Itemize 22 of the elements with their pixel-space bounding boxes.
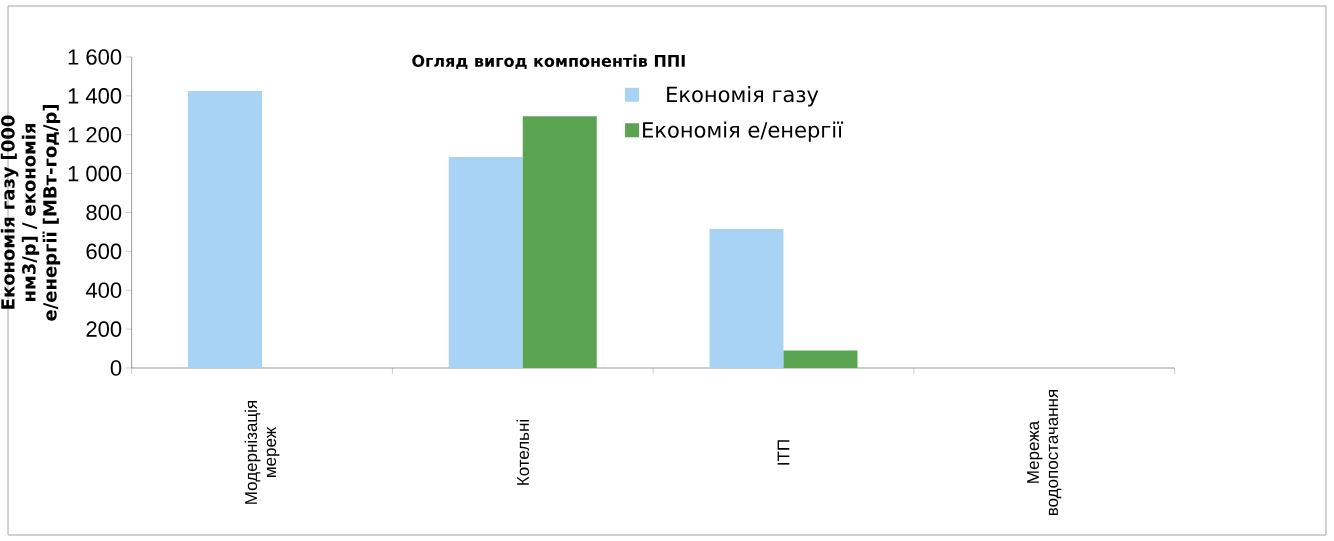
y-tick-label: 0	[110, 360, 122, 376]
y-axis-title: Економія газу [000 нм3/р] / економія е/енергії [МВт-год/р]	[0, 105, 61, 321]
x-tick-label: Мережа водопостачання	[1027, 390, 1062, 516]
y-tick-label: 400	[85, 282, 122, 299]
x-tick-label: ІТП	[777, 440, 790, 465]
legend-label: Економія е/енергії	[643, 121, 844, 142]
chart-title: Огляд вигод компонентів ППІ	[412, 54, 685, 69]
y-tick-label: 1 600	[68, 49, 122, 65]
bar	[448, 157, 523, 368]
y-tick-label: 200	[86, 321, 122, 337]
y-tick-label: 1 200	[68, 126, 122, 143]
bar	[783, 350, 858, 368]
y-tick-label: 800	[86, 204, 122, 221]
y-tick-label: 1 000	[68, 165, 122, 182]
bar	[522, 116, 597, 368]
bar	[188, 91, 263, 368]
y-tick-label: 600	[86, 243, 122, 260]
x-tick-label: Котельні	[516, 419, 529, 485]
x-tick-label: Модернізація мереж	[244, 401, 280, 504]
legend-label: Економія газу	[667, 86, 819, 107]
bar	[709, 229, 784, 368]
y-tick-label: 1 400	[68, 88, 122, 104]
